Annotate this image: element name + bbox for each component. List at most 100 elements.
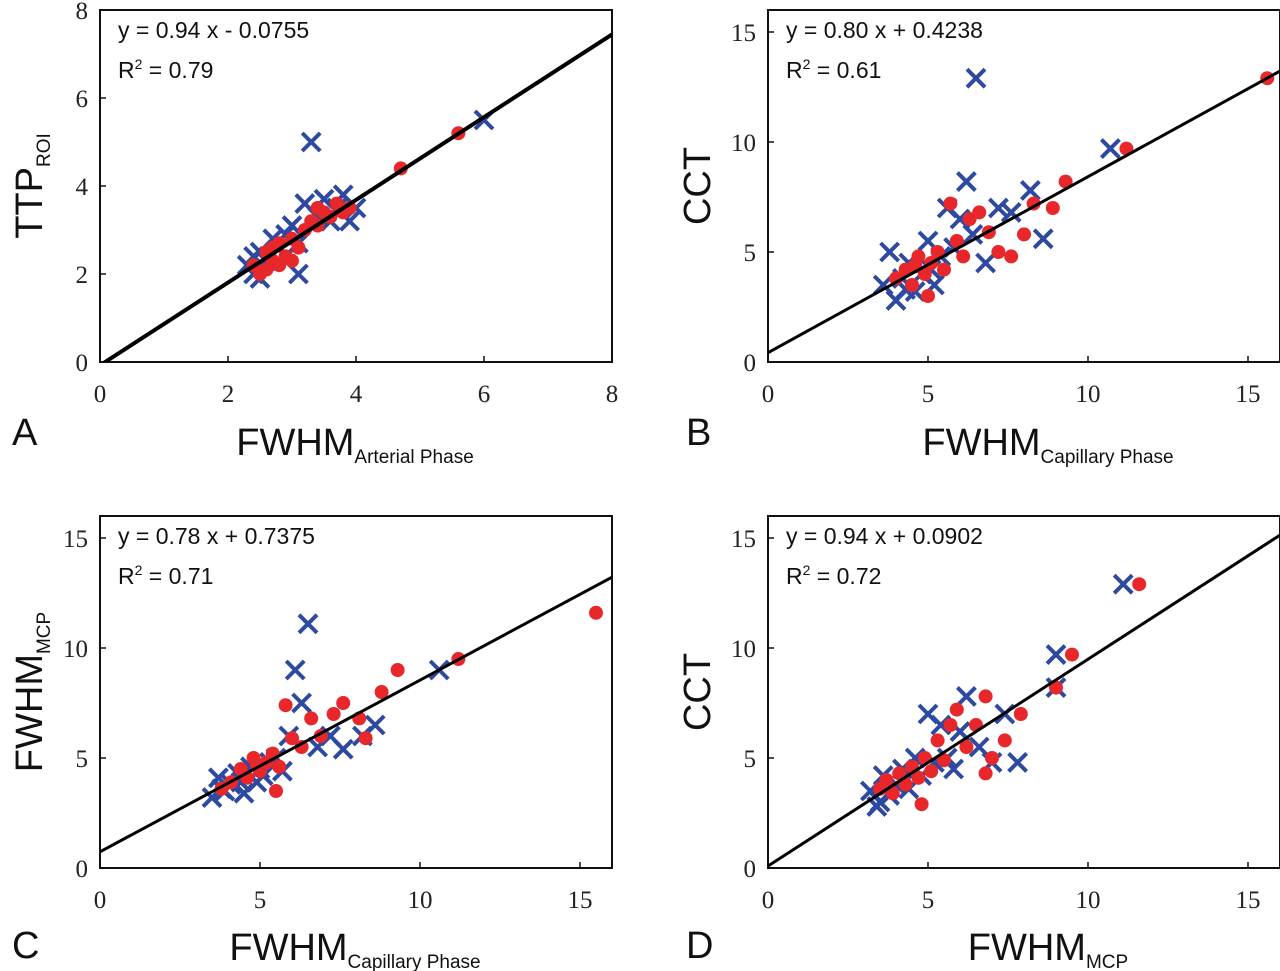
data-point-x bbox=[965, 67, 987, 89]
r-squared-label: R2 = 0.79 bbox=[118, 56, 213, 83]
panel-letter: A bbox=[12, 412, 38, 454]
data-point-dot bbox=[937, 753, 951, 768]
data-point-dot bbox=[949, 234, 964, 248]
y-tick-label: 5 bbox=[744, 746, 757, 773]
data-point-dot bbox=[921, 289, 935, 303]
y-tick-label: 0 bbox=[76, 350, 89, 377]
x-tick-label: 5 bbox=[254, 887, 267, 914]
x-tick-label: 10 bbox=[1076, 381, 1101, 408]
data-point-dot bbox=[1132, 577, 1147, 592]
data-point-x bbox=[879, 241, 901, 263]
data-point-dot bbox=[1017, 227, 1031, 242]
y-tick-label: 5 bbox=[76, 746, 89, 773]
data-point-dot bbox=[978, 689, 993, 704]
data-point-dot bbox=[930, 245, 945, 259]
y-tick-label: 0 bbox=[744, 350, 757, 377]
plot-frame bbox=[767, 515, 1280, 869]
r-squared-label: R2 = 0.71 bbox=[118, 562, 213, 589]
data-point-dot bbox=[285, 253, 299, 268]
y-axis-label: TTPROI bbox=[9, 133, 55, 239]
x-tick-label: 15 bbox=[568, 887, 593, 914]
data-point-dot bbox=[911, 770, 926, 785]
data-point-dot bbox=[278, 698, 293, 713]
x-tick-label: 2 bbox=[222, 381, 235, 408]
data-point-dot bbox=[358, 731, 373, 746]
data-point-dot bbox=[905, 278, 919, 292]
x-tick-label: 0 bbox=[762, 887, 775, 914]
data-point-dot bbox=[291, 240, 306, 255]
r-squared-label: R2 = 0.72 bbox=[786, 562, 881, 589]
data-point-dot bbox=[310, 201, 325, 215]
data-point-dot bbox=[978, 766, 993, 781]
x-axis-label: FWHMCapillary Phase bbox=[922, 422, 1173, 468]
data-point-x bbox=[1045, 644, 1067, 666]
plot-area bbox=[768, 533, 1280, 868]
data-point-x bbox=[287, 263, 309, 285]
regression-line bbox=[100, 575, 612, 854]
data-point-dot bbox=[1065, 647, 1079, 662]
plot-frame bbox=[99, 515, 613, 869]
x-tick-label: 4 bbox=[350, 381, 363, 408]
data-point-dot bbox=[272, 759, 287, 774]
panel-letter: B bbox=[686, 412, 711, 454]
y-axis-label: CCT bbox=[677, 147, 719, 225]
data-point-dot bbox=[943, 196, 958, 211]
x-axis-label: FWHMArterial Phase bbox=[236, 422, 474, 468]
regression-line bbox=[768, 69, 1280, 354]
chart-panel-c: 0 5 10 15 0 5 10 15 y = 0.78 x + 0.7375 R2 = 0.71… bbox=[9, 515, 613, 971]
x-tick-label: 8 bbox=[606, 381, 619, 408]
data-point-dot bbox=[1013, 707, 1028, 721]
y-tick-label: 15 bbox=[731, 526, 756, 553]
x-tick-label: 5 bbox=[922, 887, 935, 914]
x-tick-label: 0 bbox=[94, 887, 107, 914]
data-point-dot bbox=[589, 605, 603, 620]
x-tick-label: 10 bbox=[1076, 887, 1101, 914]
data-point-dot bbox=[959, 740, 974, 754]
y-tick-label: 0 bbox=[76, 856, 89, 883]
regression-equation: y = 0.94 x + 0.0902 bbox=[786, 523, 983, 549]
x-axis-label: FWHMCapillary Phase bbox=[229, 927, 480, 971]
data-point-x bbox=[300, 131, 322, 153]
data-point-x bbox=[955, 685, 977, 707]
data-point-x bbox=[975, 252, 997, 274]
regression-equation: y = 0.94 x - 0.0755 bbox=[118, 17, 309, 43]
data-point-dot bbox=[917, 267, 932, 281]
data-point-x bbox=[332, 738, 354, 760]
regression-line bbox=[101, 32, 612, 362]
r-squared-label: R2 = 0.61 bbox=[786, 56, 881, 83]
data-point-x bbox=[1099, 138, 1121, 160]
data-point-dot bbox=[1004, 249, 1019, 264]
y-tick-label: 6 bbox=[76, 86, 89, 113]
data-point-x bbox=[1032, 228, 1054, 250]
regression-line bbox=[768, 533, 1280, 868]
data-point-x bbox=[364, 714, 386, 736]
data-point-dot bbox=[1058, 174, 1073, 189]
data-point-dot bbox=[390, 663, 405, 677]
data-point-dot bbox=[892, 766, 907, 781]
data-point-dot bbox=[259, 262, 274, 277]
y-axis-label: FWHMMCP bbox=[9, 612, 55, 772]
data-point-x bbox=[1000, 201, 1022, 223]
y-axis-label: CCT bbox=[677, 653, 719, 731]
y-tick-label: 15 bbox=[63, 526, 88, 553]
data-point-dot bbox=[972, 205, 987, 220]
regression-equation: y = 0.78 x + 0.7375 bbox=[118, 523, 315, 549]
plot-area bbox=[101, 32, 612, 362]
data-point-dot bbox=[326, 707, 341, 721]
data-point-dot bbox=[269, 784, 283, 798]
data-point-x bbox=[955, 171, 977, 193]
y-tick-label: 10 bbox=[63, 636, 88, 663]
regression-equation: y = 0.80 x + 0.4238 bbox=[786, 17, 983, 43]
data-point-dot bbox=[937, 262, 951, 277]
x-tick-label: 0 bbox=[762, 381, 775, 408]
x-tick-label: 15 bbox=[1236, 887, 1261, 914]
data-point-dot bbox=[997, 733, 1012, 748]
data-point-dot bbox=[885, 786, 900, 801]
y-tick-label: 10 bbox=[731, 130, 756, 157]
x-tick-label: 10 bbox=[408, 887, 433, 914]
data-point-x bbox=[987, 197, 1009, 219]
y-tick-label: 0 bbox=[744, 856, 757, 883]
x-tick-label: 6 bbox=[478, 381, 491, 408]
chart-panel-b: 0 5 10 15 0 5 10 15 y = 0.80 x + 0.4238 R2 = 0.61… bbox=[677, 9, 1280, 468]
